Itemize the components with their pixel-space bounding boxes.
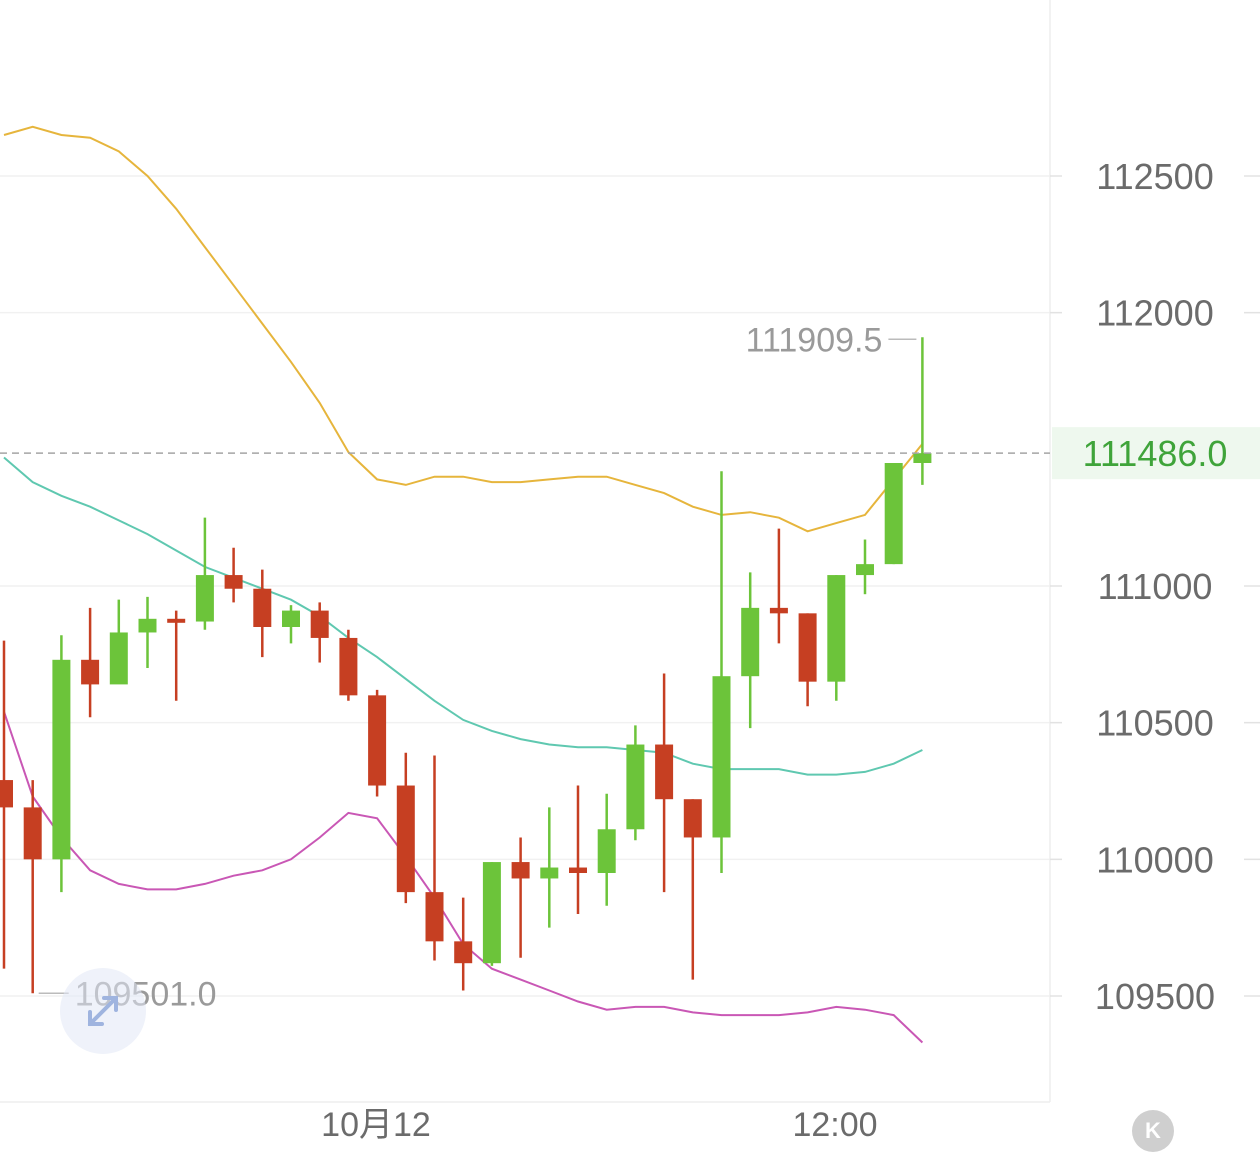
candle bbox=[511, 837, 530, 958]
candle bbox=[396, 752, 415, 904]
candle bbox=[569, 785, 587, 914]
candle bbox=[827, 575, 846, 701]
candle bbox=[195, 517, 214, 630]
candle bbox=[884, 463, 903, 565]
candle-body bbox=[683, 799, 702, 838]
kline-badge-icon[interactable]: K bbox=[1132, 1110, 1174, 1152]
band-upper-line bbox=[3, 125, 924, 533]
candle-body bbox=[741, 607, 760, 677]
candle-body bbox=[827, 575, 846, 682]
candle bbox=[626, 725, 645, 841]
candle-body bbox=[454, 941, 473, 964]
candle-body bbox=[482, 862, 501, 964]
candle bbox=[655, 673, 674, 893]
candle-body bbox=[913, 453, 932, 463]
candle-body bbox=[23, 807, 42, 860]
candle bbox=[253, 569, 272, 658]
candle bbox=[856, 539, 874, 595]
candle bbox=[282, 605, 300, 644]
candle-body bbox=[540, 867, 559, 879]
candle-body bbox=[339, 637, 358, 696]
candle-body bbox=[425, 892, 444, 942]
candle-body bbox=[138, 618, 157, 633]
candle-body bbox=[597, 829, 616, 873]
candle-body bbox=[712, 676, 731, 838]
candle bbox=[798, 613, 817, 707]
x-axis-ticks: 10月12 12:00 bbox=[321, 1106, 877, 1144]
candle bbox=[339, 629, 358, 701]
y-tick-label: 109500 bbox=[1095, 976, 1215, 1017]
candle bbox=[482, 862, 501, 966]
candle-body bbox=[52, 659, 71, 860]
grid-lines bbox=[0, 175, 1050, 997]
candle bbox=[23, 780, 42, 994]
y-tick-label: 110000 bbox=[1096, 839, 1213, 880]
last-price-label: 111486.0 bbox=[1083, 433, 1228, 474]
candle-body bbox=[224, 575, 243, 589]
candle-body bbox=[109, 632, 128, 685]
candle-body bbox=[396, 785, 415, 893]
candle-body bbox=[253, 588, 272, 627]
candle bbox=[138, 596, 157, 668]
y-tick-label: 111000 bbox=[1098, 566, 1213, 607]
y-tick-label: 110500 bbox=[1096, 703, 1213, 744]
candle-body bbox=[655, 744, 674, 800]
candle-body bbox=[626, 744, 645, 830]
candle-body bbox=[856, 564, 874, 576]
candle-body bbox=[81, 659, 100, 685]
y-axis-ticks: 112500 112000 111000 110500 110000 109500 bbox=[1050, 156, 1260, 1017]
band-middle-line bbox=[3, 456, 923, 776]
candle-body bbox=[0, 780, 13, 808]
candle bbox=[310, 602, 329, 663]
candle bbox=[741, 572, 760, 729]
candle-body bbox=[884, 463, 903, 565]
y-tick-label: 112000 bbox=[1096, 293, 1213, 334]
high-marker-label: 111909.5 bbox=[746, 321, 883, 359]
candles bbox=[0, 337, 932, 994]
candle bbox=[109, 599, 128, 685]
expand-icon[interactable] bbox=[60, 968, 146, 1054]
candle bbox=[52, 635, 71, 893]
candle-body bbox=[569, 867, 587, 873]
y-tick-label: 112500 bbox=[1096, 156, 1213, 197]
candle-body bbox=[282, 610, 300, 627]
candle bbox=[683, 799, 702, 980]
candle bbox=[769, 528, 788, 644]
candle-body bbox=[769, 607, 788, 614]
candle bbox=[454, 897, 473, 991]
candle bbox=[913, 337, 932, 485]
x-tick-label: 12:00 bbox=[792, 1106, 877, 1144]
candle-body bbox=[798, 613, 817, 682]
candle bbox=[597, 793, 616, 906]
candle-body bbox=[368, 695, 387, 786]
candle bbox=[167, 610, 186, 701]
candle-body bbox=[511, 862, 530, 879]
candle bbox=[712, 471, 731, 873]
candle-body bbox=[195, 575, 214, 622]
last-price-tag bbox=[1052, 427, 1260, 480]
x-tick-label: 10月12 bbox=[321, 1106, 431, 1144]
candle-body bbox=[167, 618, 186, 623]
candle bbox=[540, 807, 559, 928]
candle bbox=[224, 547, 243, 603]
candle bbox=[425, 755, 444, 961]
candle bbox=[0, 640, 13, 969]
candle bbox=[81, 607, 100, 718]
candle-body bbox=[310, 610, 329, 638]
candle bbox=[368, 689, 387, 797]
